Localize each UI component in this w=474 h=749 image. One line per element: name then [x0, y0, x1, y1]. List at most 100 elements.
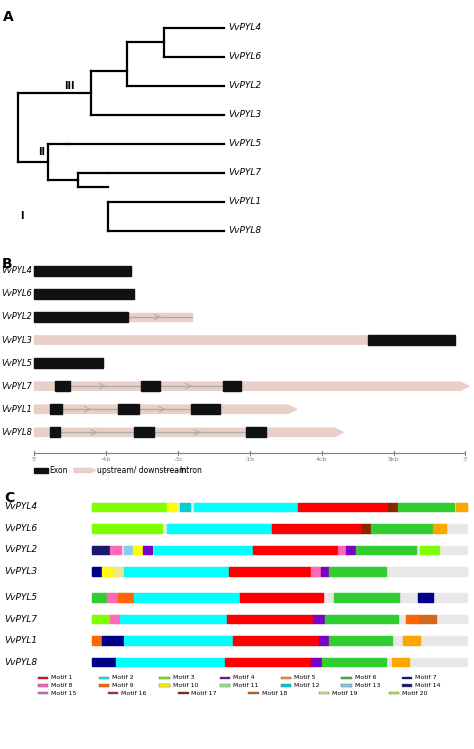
- Bar: [223, 381, 241, 391]
- Text: Motif 16: Motif 16: [121, 691, 147, 696]
- Text: Motif 2: Motif 2: [112, 675, 134, 680]
- Bar: [167, 503, 177, 512]
- Bar: [92, 567, 467, 576]
- Text: -1b: -1b: [245, 457, 255, 462]
- Text: upstream/ downstream: upstream/ downstream: [97, 466, 186, 475]
- Bar: [254, 545, 337, 554]
- Text: 3': 3': [463, 457, 468, 462]
- Text: Motif 6: Motif 6: [355, 675, 376, 680]
- Bar: [418, 593, 433, 602]
- Bar: [337, 545, 346, 554]
- Bar: [124, 637, 233, 645]
- Bar: [334, 593, 400, 602]
- Bar: [92, 545, 467, 554]
- FancyArrow shape: [35, 382, 469, 390]
- Bar: [321, 658, 386, 667]
- Bar: [38, 685, 48, 687]
- Text: Intron: Intron: [180, 466, 202, 475]
- Text: VvPYL6: VvPYL6: [5, 524, 38, 533]
- Bar: [50, 404, 63, 414]
- Text: VvPYL1: VvPYL1: [5, 636, 38, 645]
- FancyArrow shape: [74, 468, 96, 473]
- Bar: [233, 637, 319, 645]
- Bar: [246, 427, 266, 437]
- Bar: [406, 615, 419, 623]
- Bar: [92, 503, 167, 512]
- Bar: [341, 676, 352, 679]
- Bar: [392, 658, 409, 667]
- Bar: [92, 593, 107, 602]
- Bar: [92, 637, 102, 645]
- Text: VvPYL7: VvPYL7: [228, 169, 261, 178]
- Bar: [191, 404, 220, 414]
- Bar: [134, 593, 240, 602]
- Bar: [321, 567, 329, 576]
- Bar: [92, 524, 467, 533]
- Text: VvPYL5: VvPYL5: [5, 593, 38, 602]
- Bar: [92, 615, 467, 623]
- Text: Motif 1: Motif 1: [51, 675, 73, 680]
- Text: 4cb: 4cb: [316, 457, 328, 462]
- Bar: [35, 359, 103, 367]
- Bar: [388, 503, 398, 512]
- Bar: [193, 503, 299, 512]
- Bar: [167, 524, 272, 533]
- Bar: [120, 615, 227, 623]
- Text: VvPYL2: VvPYL2: [5, 545, 38, 554]
- Text: Motif 13: Motif 13: [355, 683, 380, 688]
- Text: Motif 18: Motif 18: [262, 691, 287, 696]
- Text: VvPYL6: VvPYL6: [228, 52, 261, 61]
- Text: VvPYL4: VvPYL4: [1, 267, 32, 276]
- Text: Exon: Exon: [50, 466, 68, 475]
- Text: VvPYL5: VvPYL5: [1, 359, 32, 368]
- Text: VvPYL1: VvPYL1: [1, 404, 32, 413]
- Text: Motif 20: Motif 20: [402, 691, 428, 696]
- Bar: [433, 524, 447, 533]
- Bar: [329, 637, 392, 645]
- Text: B: B: [1, 257, 12, 271]
- Bar: [154, 545, 254, 554]
- Text: C: C: [5, 491, 15, 506]
- FancyArrow shape: [35, 336, 455, 345]
- Text: Motif 7: Motif 7: [415, 675, 437, 680]
- Bar: [50, 427, 60, 437]
- Text: Motif 5: Motif 5: [294, 675, 315, 680]
- Bar: [319, 637, 329, 645]
- Bar: [38, 692, 48, 694]
- Text: VvPYL1: VvPYL1: [228, 197, 261, 206]
- Bar: [143, 545, 152, 554]
- Text: Motif 17: Motif 17: [191, 691, 217, 696]
- Bar: [456, 503, 467, 512]
- Text: Motif 12: Motif 12: [294, 683, 319, 688]
- Text: VvPYL4: VvPYL4: [228, 23, 261, 32]
- Bar: [108, 692, 118, 694]
- Text: Motif 10: Motif 10: [173, 683, 198, 688]
- Text: VvPYL6: VvPYL6: [1, 289, 32, 298]
- Text: 5kb: 5kb: [388, 457, 400, 462]
- Bar: [110, 615, 120, 623]
- Bar: [35, 289, 134, 299]
- FancyArrow shape: [35, 290, 134, 298]
- Bar: [92, 658, 467, 667]
- Bar: [35, 467, 48, 473]
- Text: VvPYL3: VvPYL3: [228, 110, 261, 119]
- Bar: [159, 685, 170, 687]
- Text: VvPYL2: VvPYL2: [228, 81, 261, 90]
- Bar: [38, 676, 48, 679]
- Text: -3c: -3c: [173, 457, 183, 462]
- Text: Motif 3: Motif 3: [173, 675, 194, 680]
- Text: VvPYL3: VvPYL3: [1, 336, 32, 345]
- Bar: [389, 692, 399, 694]
- Bar: [402, 676, 412, 679]
- Bar: [99, 685, 109, 687]
- Bar: [398, 503, 454, 512]
- Bar: [92, 545, 110, 554]
- Bar: [319, 692, 329, 694]
- Bar: [133, 545, 143, 554]
- Bar: [281, 685, 291, 687]
- Text: VvPYL4: VvPYL4: [5, 503, 38, 512]
- Bar: [281, 676, 291, 679]
- Bar: [220, 685, 230, 687]
- Bar: [225, 658, 311, 667]
- FancyArrow shape: [35, 405, 297, 413]
